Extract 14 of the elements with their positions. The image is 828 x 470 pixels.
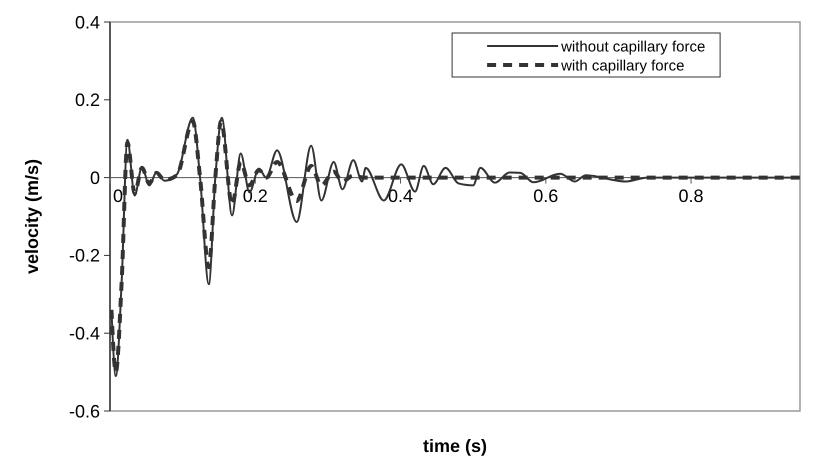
x-tick-label: 0 <box>112 186 124 206</box>
y-tick-label: 0 <box>90 168 100 188</box>
x-axis-title: time (s) <box>422 436 488 456</box>
y-tick-label: 0.4 <box>74 12 100 32</box>
legend-label: with capillary force <box>560 57 684 74</box>
y-tick-label: -0.4 <box>68 324 100 344</box>
y-tick-label: 0.2 <box>74 90 100 110</box>
x-tick-label: 0.6 <box>533 186 558 206</box>
y-tick-label: -0.2 <box>68 246 100 266</box>
x-tick-label: 0.8 <box>678 186 704 206</box>
legend-label: without capillary force <box>560 38 706 56</box>
y-tick-label: -0.6 <box>68 401 100 422</box>
x-tick-label: 0.4 <box>388 186 414 206</box>
y-axis-title: velocity (m/s) <box>22 158 42 274</box>
